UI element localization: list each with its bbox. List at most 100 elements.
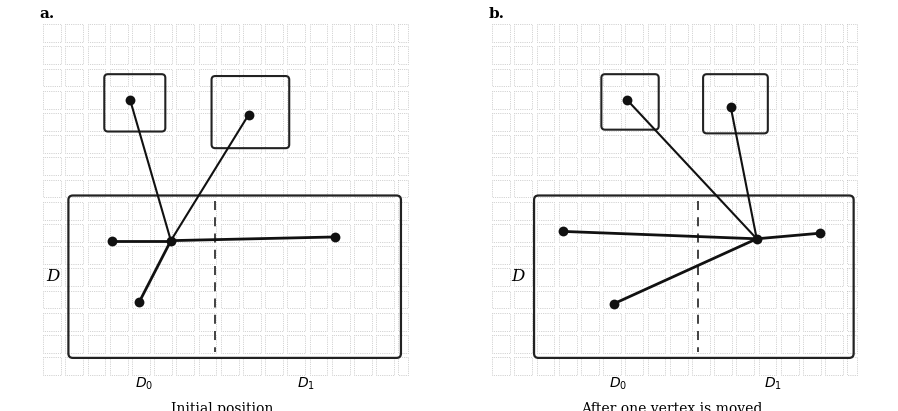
Bar <box>803 357 821 375</box>
Bar <box>154 135 172 153</box>
Bar <box>537 180 554 197</box>
Bar <box>221 135 239 153</box>
Bar <box>287 246 305 264</box>
Bar <box>88 135 105 153</box>
Bar <box>243 268 260 286</box>
Bar <box>287 157 305 175</box>
Bar <box>492 113 510 131</box>
Bar <box>780 224 798 242</box>
Bar <box>581 202 599 219</box>
Bar <box>154 246 172 264</box>
Bar <box>670 46 688 64</box>
Bar <box>780 291 798 308</box>
Bar <box>43 157 61 175</box>
Bar <box>515 24 533 42</box>
Bar <box>759 291 777 308</box>
Bar <box>670 69 688 86</box>
Bar <box>714 291 732 308</box>
Bar <box>154 180 172 197</box>
Bar <box>714 357 732 375</box>
Bar <box>243 357 260 375</box>
Bar <box>714 224 732 242</box>
Bar <box>670 180 688 197</box>
Bar <box>625 135 643 153</box>
Bar <box>647 180 665 197</box>
Bar <box>287 135 305 153</box>
Bar <box>780 135 798 153</box>
Bar <box>603 313 621 330</box>
Bar <box>603 69 621 86</box>
Bar <box>176 180 194 197</box>
Bar <box>825 24 843 42</box>
Bar <box>692 91 709 109</box>
Bar <box>714 268 732 286</box>
Bar <box>647 268 665 286</box>
Bar <box>132 291 150 308</box>
Bar <box>154 335 172 353</box>
Bar <box>825 113 843 131</box>
Bar <box>780 113 798 131</box>
Bar <box>537 313 554 330</box>
Bar <box>848 180 857 197</box>
Bar <box>670 113 688 131</box>
Bar <box>110 313 128 330</box>
Bar <box>287 291 305 308</box>
Bar <box>132 113 150 131</box>
Text: $D_1$: $D_1$ <box>297 376 315 392</box>
Bar <box>66 46 84 64</box>
Bar <box>376 46 394 64</box>
Bar <box>399 46 408 64</box>
Bar <box>110 24 128 42</box>
Bar <box>66 291 84 308</box>
Bar <box>759 180 777 197</box>
Bar <box>331 313 349 330</box>
Bar <box>492 180 510 197</box>
Text: a.: a. <box>40 7 55 21</box>
Bar <box>492 46 510 64</box>
Bar <box>670 24 688 42</box>
Bar <box>603 113 621 131</box>
Bar <box>692 313 709 330</box>
Bar <box>243 24 260 42</box>
Bar <box>736 357 754 375</box>
Bar <box>692 246 709 264</box>
Bar <box>243 180 260 197</box>
Bar <box>376 357 394 375</box>
Bar <box>825 135 843 153</box>
Bar <box>66 113 84 131</box>
Bar <box>198 113 216 131</box>
Bar <box>265 246 283 264</box>
Bar <box>759 135 777 153</box>
Bar <box>265 313 283 330</box>
Bar <box>132 91 150 109</box>
Bar <box>825 291 843 308</box>
Bar <box>581 69 599 86</box>
Bar <box>154 157 172 175</box>
Bar <box>825 246 843 264</box>
Bar <box>848 91 857 109</box>
Bar <box>88 24 105 42</box>
Bar <box>848 202 857 219</box>
Bar <box>198 91 216 109</box>
Bar <box>537 335 554 353</box>
Bar <box>692 157 709 175</box>
Bar <box>848 246 857 264</box>
Bar <box>376 202 394 219</box>
Bar <box>692 291 709 308</box>
Bar <box>736 268 754 286</box>
Bar <box>803 24 821 42</box>
Bar <box>265 135 283 153</box>
Bar <box>132 202 150 219</box>
Bar <box>515 135 533 153</box>
Text: $D_0$: $D_0$ <box>609 376 627 392</box>
Bar <box>243 135 260 153</box>
Bar <box>110 268 128 286</box>
Bar <box>221 202 239 219</box>
Bar <box>287 91 305 109</box>
Bar <box>176 24 194 42</box>
Bar <box>515 46 533 64</box>
Bar <box>559 180 577 197</box>
Bar <box>848 157 857 175</box>
Bar <box>647 24 665 42</box>
Bar <box>354 268 372 286</box>
